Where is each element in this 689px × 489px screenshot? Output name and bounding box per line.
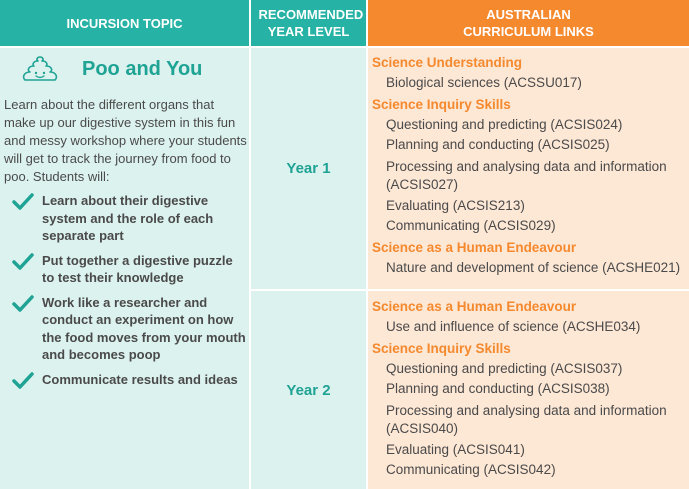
curriculum-item: Planning and conducting (ACSIS025) [386,137,610,152]
list-item: Communicate results and ideas [12,371,248,389]
check-icon [12,294,34,312]
curriculum-item: Communicating (ACSIS029) [386,218,556,233]
year-1-cell: Year 1 [251,48,366,289]
curriculum-item: Evaluating (ACSIS041) [386,441,525,457]
header-topic-label: INCURSION TOPIC [66,15,183,31]
year-2-label: Year 2 [286,381,331,399]
curriculum-item: Questioning and predicting (ACSIS024) [386,116,623,132]
header-incursion-topic: INCURSION TOPIC [0,0,249,46]
section-title: Science as a Human Endeavour [372,239,577,255]
year-2-links: Science as a Human Endeavour Use and inf… [372,296,687,481]
section-title: Science as a Human Endeavour [372,299,577,314]
bullet-text: Put together a digestive puzzle to test … [42,252,233,286]
year-1-links: Science Understanding Biological science… [372,52,687,278]
section-title: Science Inquiry Skills [372,340,511,356]
poo-icon [22,56,58,81]
topic-bullet-list: Learn about their digestive system and t… [12,192,248,395]
bullet-text: Learn about their digestive system and t… [42,193,214,243]
list-item: Work like a researcher and conduct an ex… [12,294,248,364]
year-2-links-cell [368,291,689,489]
header-curriculum-links: AUSTRALIAN CURRICULUM LINKS [368,0,689,46]
year-1-links-cell [368,48,689,289]
header-recommended-year: RECOMMENDED YEAR LEVEL [251,0,366,46]
topic-cell [0,48,249,489]
curriculum-item: Biological sciences (ACSSU017) [386,75,582,90]
year-2-cell: Year 2 [251,291,366,489]
section-title: Science Understanding [372,55,523,70]
list-item: Put together a digestive puzzle to test … [12,252,248,287]
bullet-text: Communicate results and ideas [42,371,238,387]
curriculum-item: Processing and analysing data and inform… [386,402,667,436]
section-title: Science Inquiry Skills [372,96,511,112]
check-icon [12,252,34,270]
year-1-label: Year 1 [286,160,331,177]
topic-intro: Learn about the different organs that ma… [4,97,247,184]
topic-title: Poo and You [82,57,203,80]
bullet-text: Work like a researcher and conduct an ex… [42,294,246,363]
curriculum-item: Communicating (ACSIS042) [386,462,556,477]
topic-heading: Poo and You [20,54,245,84]
check-icon [12,371,34,389]
curriculum-item: Evaluating (ACSIS213) [386,197,525,213]
curriculum-item: Processing and analysing data and inform… [386,158,667,192]
curriculum-item: Use and influence of science (ACSHE034) [386,319,641,334]
curriculum-item: Questioning and predicting (ACSIS037) [386,360,623,376]
list-item: Learn about their digestive system and t… [12,192,248,245]
curriculum-item: Nature and development of science (ACSHE… [386,259,681,275]
header-year-label: RECOMMENDED YEAR LEVEL [258,7,364,39]
curriculum-item: Planning and conducting (ACSIS038) [386,381,610,396]
header-links-label: AUSTRALIAN CURRICULUM LINKS [463,7,594,39]
check-icon [12,193,34,210]
